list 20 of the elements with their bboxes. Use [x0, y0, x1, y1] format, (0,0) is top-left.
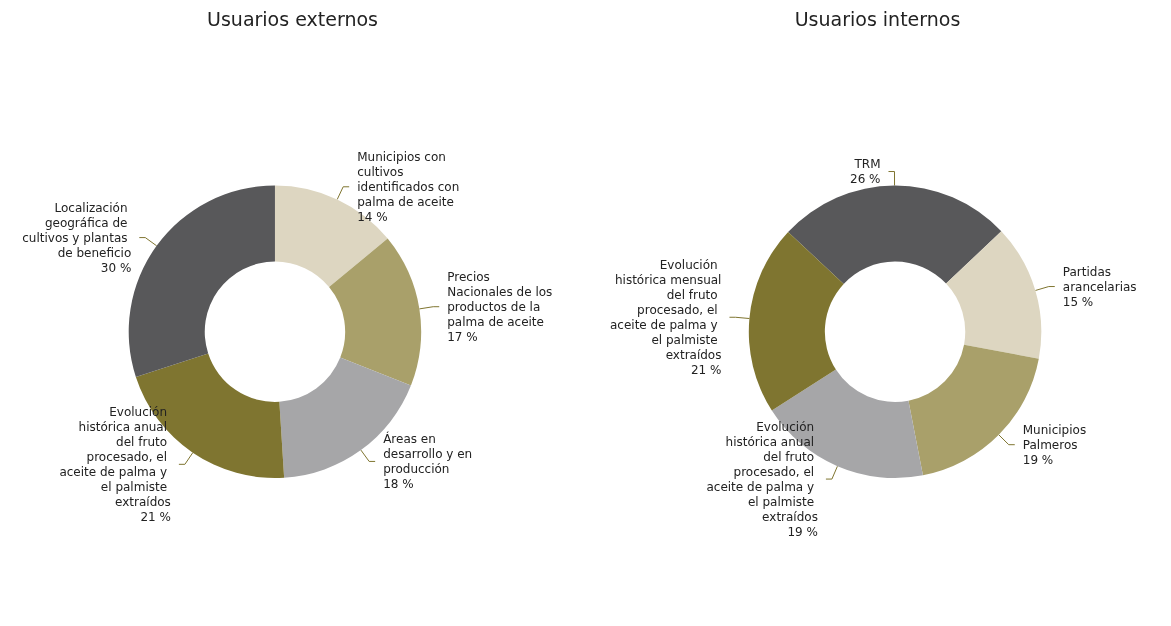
data-label: 19 %	[787, 524, 818, 539]
data-label: 17 %	[447, 329, 478, 344]
slice-label: Municipios con cultivos identificados con palma de aceite	[357, 149, 464, 209]
data-label: 15 %	[1062, 294, 1094, 309]
data-label: 21 %	[140, 509, 171, 524]
slice-label: Precios Nacionales de los productos de la palma de aceite	[447, 269, 557, 329]
slice-label: Evolución histórica mensual del fruto procesado, el aceite de palma y el palmiste extraídos	[609, 257, 722, 362]
slice-label: Localización geográfica de cultivos y plantas de beneficio	[22, 200, 132, 260]
data-label: 26 %	[849, 172, 881, 187]
data-label: 30 %	[100, 260, 132, 275]
data-label: 18 %	[383, 476, 414, 491]
chart-title: Usuarios internos	[794, 7, 961, 30]
data-label: 21 %	[690, 362, 722, 377]
data-label: 14 %	[357, 209, 388, 224]
data-label: 19 %	[1022, 452, 1054, 467]
slice-label: TRM	[853, 157, 881, 172]
slice-label: Áreas en desarrollo y en producción	[383, 430, 477, 476]
chart-title: Usuarios externos	[207, 7, 378, 30]
slice-label: Municipios Palmeros	[1022, 422, 1090, 452]
slice-label: Partidas arancelarias	[1062, 264, 1137, 294]
